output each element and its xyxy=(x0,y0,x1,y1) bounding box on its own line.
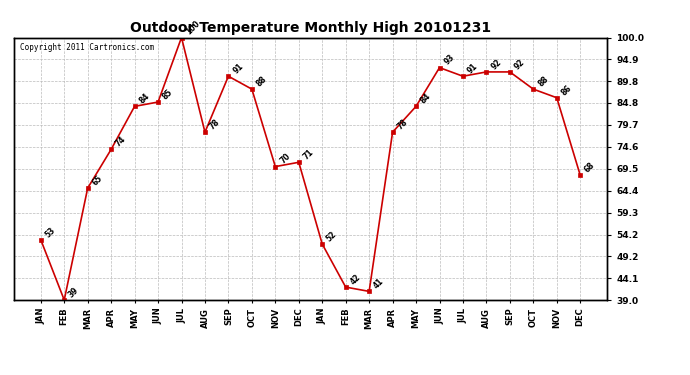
Text: 78: 78 xyxy=(208,117,221,131)
Text: Copyright 2011 Cartronics.com: Copyright 2011 Cartronics.com xyxy=(20,43,154,52)
Text: 74: 74 xyxy=(114,135,128,148)
Text: 70: 70 xyxy=(278,152,292,166)
Text: 92: 92 xyxy=(513,57,526,71)
Text: 65: 65 xyxy=(90,174,104,188)
Text: 53: 53 xyxy=(43,225,57,239)
Text: 88: 88 xyxy=(536,74,550,88)
Text: 86: 86 xyxy=(560,83,573,97)
Text: 92: 92 xyxy=(489,57,503,71)
Text: 91: 91 xyxy=(466,62,480,75)
Text: 93: 93 xyxy=(442,53,456,67)
Text: 85: 85 xyxy=(161,87,175,101)
Text: 42: 42 xyxy=(348,273,362,286)
Text: 68: 68 xyxy=(583,160,597,174)
Text: 39: 39 xyxy=(67,285,81,299)
Text: 84: 84 xyxy=(419,92,433,106)
Text: 78: 78 xyxy=(395,117,409,131)
Title: Outdoor Temperature Monthly High 20101231: Outdoor Temperature Monthly High 2010123… xyxy=(130,21,491,35)
Text: 41: 41 xyxy=(372,277,386,291)
Text: 91: 91 xyxy=(231,62,245,75)
Text: 71: 71 xyxy=(302,148,315,162)
Text: 100: 100 xyxy=(184,19,201,37)
Text: 52: 52 xyxy=(325,230,339,243)
Text: 84: 84 xyxy=(137,92,151,106)
Text: 88: 88 xyxy=(255,74,268,88)
